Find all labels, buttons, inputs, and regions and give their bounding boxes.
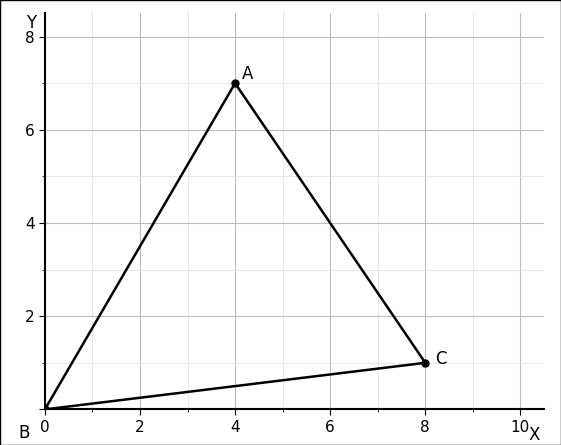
Text: B: B xyxy=(19,424,30,442)
Text: C: C xyxy=(435,350,447,368)
Text: Y: Y xyxy=(26,14,36,32)
Text: A: A xyxy=(242,65,254,83)
Text: X: X xyxy=(529,426,540,444)
